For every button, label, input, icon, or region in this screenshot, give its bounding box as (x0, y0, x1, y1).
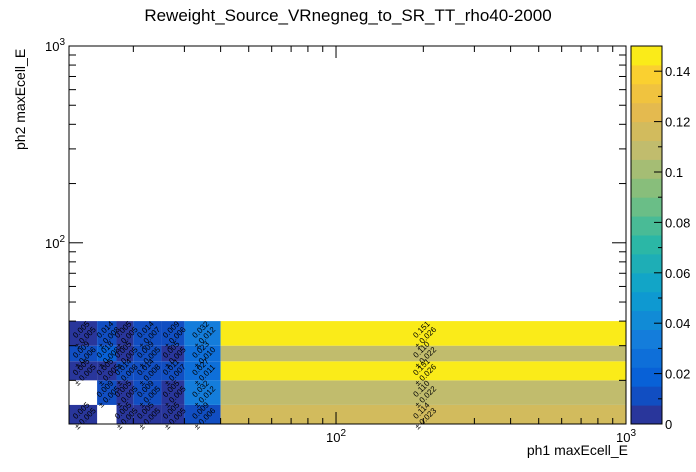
heatmap-cell (184, 380, 221, 405)
colorbar-segment (631, 64, 662, 85)
heatmap-cell (97, 345, 117, 362)
colorbar-tick-label: 0.12 (665, 115, 690, 130)
colorbar-segment (631, 367, 662, 387)
colorbar-tick-label: 0 (665, 417, 672, 432)
colorbar-segment (631, 291, 662, 312)
heatmap-cell (97, 361, 117, 381)
colorbar-segment (631, 329, 662, 349)
heatmap-cell (116, 361, 134, 381)
heatmap-cell (133, 404, 162, 424)
colorbar-tick-label: 0.04 (665, 316, 690, 331)
colorbar-segment (631, 178, 662, 198)
heatmap-cell (161, 345, 185, 362)
colorbar-segment (631, 46, 662, 66)
heatmap-cell (184, 361, 221, 381)
heatmap-cell (220, 345, 627, 362)
heatmap-cell (116, 345, 134, 362)
colorbar: 0 0.02 0.04 0.06 0.08 0.1 0.12 0.14 (630, 45, 690, 432)
heatmap-cell (69, 361, 98, 381)
y-tick-label: 103 (45, 37, 65, 54)
colorbar-segment (631, 102, 662, 123)
heatmap-cell (220, 404, 627, 424)
heatmap-cell (97, 321, 117, 346)
colorbar-segment (631, 140, 662, 160)
heatmap-cell (133, 361, 162, 381)
heatmap-cell (220, 321, 627, 346)
heatmap-cell (161, 321, 185, 346)
x-tick-label: 103 (616, 428, 636, 445)
colorbar-segment (631, 197, 662, 217)
colorbar-tick-label: 0.02 (665, 367, 690, 382)
heatmap-cell (184, 404, 221, 424)
y-tick-label: 102 (45, 234, 65, 251)
plot-frame (68, 45, 627, 425)
colorbar-segment (631, 405, 662, 425)
colorbar-segment (631, 235, 662, 255)
colorbar-segment (631, 216, 662, 236)
heatmap-cell (184, 345, 221, 362)
heatmap-cells (69, 321, 627, 424)
colorbar-frame (630, 45, 663, 425)
heatmap-cell (161, 361, 185, 381)
heatmap-cell (116, 404, 134, 424)
colorbar-tick-label: 0.08 (665, 215, 690, 230)
colorbar-segment (631, 272, 662, 293)
colorbar-segment (631, 253, 662, 274)
colorbar-segment (631, 348, 662, 368)
colorbar-segment (631, 83, 662, 104)
heatmap-cell (116, 380, 134, 405)
colorbar-segment (631, 121, 662, 141)
colorbar-tick-label: 0.1 (665, 165, 683, 180)
heatmap-cell (133, 321, 162, 346)
heatmap-cell (97, 380, 117, 405)
x-axis-label: ph1 maxEcell_E (526, 442, 628, 458)
heatmap-cell (69, 345, 98, 362)
heatmap-cell (116, 321, 134, 346)
axes: 102 103 102 103 (45, 37, 636, 445)
colorbar-segment (631, 159, 662, 179)
chart-title: Reweight_Source_VRnegneg_to_SR_TT_rho40-… (144, 6, 552, 25)
heatmap-cell (161, 404, 185, 424)
heatmap-cell (133, 345, 162, 362)
colorbar-segment (631, 386, 662, 406)
heatmap-cell (220, 380, 627, 405)
colorbar-tick-label: 0.06 (665, 266, 690, 281)
heatmap-cell (184, 321, 221, 346)
colorbar-segment (631, 310, 662, 330)
x-tick-label: 102 (326, 428, 346, 445)
heatmap-cell (69, 404, 98, 424)
heatmap-cell (220, 361, 627, 381)
heatmap-cell (69, 321, 98, 346)
heatmap-cell (161, 380, 185, 405)
colorbar-tick-label: 0.14 (665, 64, 690, 79)
heatmap-cell (133, 380, 162, 405)
